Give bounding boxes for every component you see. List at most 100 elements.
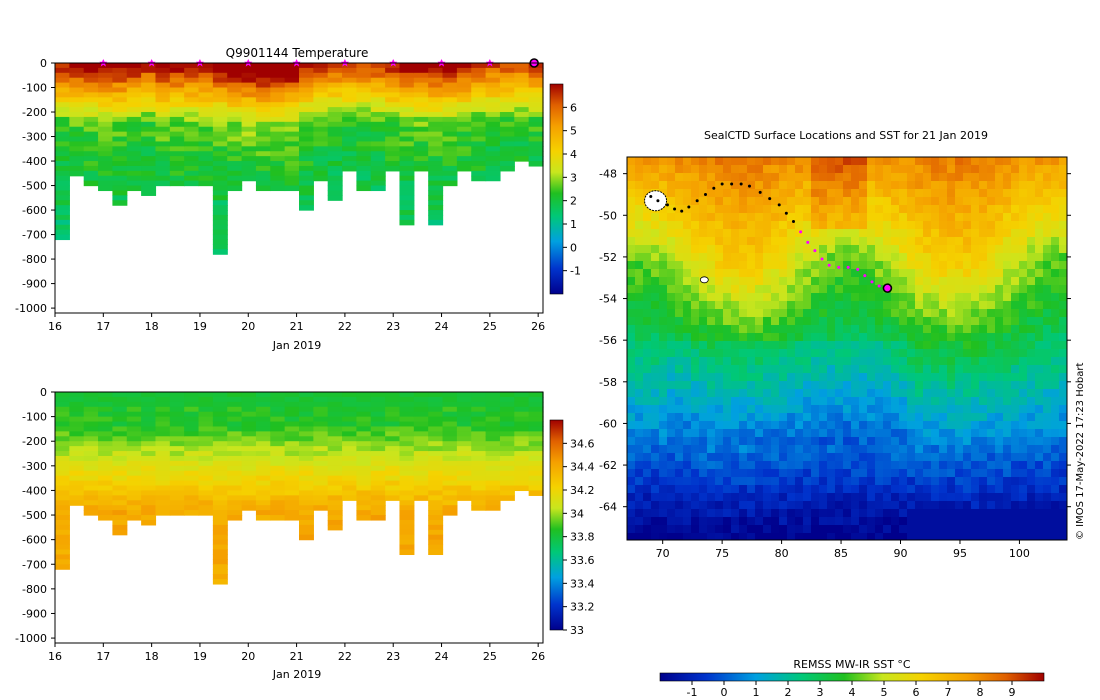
salinity-cell	[169, 460, 185, 467]
temperature-cell	[227, 92, 243, 98]
temperature-cell	[456, 82, 472, 89]
sst-cell	[859, 293, 868, 302]
sst-cell	[939, 237, 948, 246]
sst-cell	[707, 413, 716, 422]
temperature-cell	[342, 72, 358, 79]
temperature-cell	[313, 77, 329, 84]
salinity-cell	[241, 455, 257, 462]
sst-cell	[891, 333, 900, 342]
temperature-cell	[112, 116, 128, 123]
temperature-cell	[499, 112, 515, 118]
sst-cell	[1043, 429, 1052, 438]
salinity-cell	[284, 480, 300, 487]
temperature-cell	[155, 156, 171, 162]
sst-cell	[915, 317, 924, 326]
sst-cell	[699, 333, 708, 342]
sst-cell	[979, 381, 988, 390]
sst-cell	[1003, 229, 1012, 238]
sst-cell	[803, 469, 812, 478]
sst-cell	[923, 413, 932, 422]
salinity-cell	[428, 392, 444, 398]
salinity-cell	[499, 480, 515, 487]
sst-cell	[1003, 485, 1012, 494]
track-point	[739, 182, 743, 186]
sst-cell	[651, 413, 660, 422]
temperature-cell	[471, 121, 487, 128]
salinity-cell	[126, 396, 142, 403]
temperature-cell	[413, 77, 429, 84]
sst-cell	[795, 261, 804, 270]
sst-cell	[931, 445, 940, 454]
sst-cell	[635, 181, 644, 190]
sst-cell	[971, 325, 980, 334]
sst-cell	[891, 421, 900, 430]
sst-cell	[995, 317, 1004, 326]
salinity-cell	[514, 421, 530, 428]
temperature-cell	[141, 151, 157, 157]
sst-cell	[931, 213, 940, 222]
temperature-cell	[169, 67, 185, 74]
sst-cell	[835, 157, 844, 166]
salinity-cell	[370, 431, 386, 437]
sst-cell	[1051, 493, 1060, 502]
sst-cell	[643, 189, 652, 198]
temperature-cell	[442, 141, 458, 147]
sst-cell	[739, 277, 748, 286]
sst-cell	[643, 181, 652, 190]
sst-cell	[819, 333, 828, 342]
sst-cell	[835, 405, 844, 414]
temperature-cell	[155, 165, 171, 172]
sst-cell	[659, 229, 668, 238]
sst-cell	[795, 245, 804, 254]
sst-cell	[875, 405, 884, 414]
sst-cell	[691, 453, 700, 462]
temperature-cell	[112, 170, 128, 177]
sst-cell	[827, 285, 836, 294]
salinity-cell	[442, 485, 458, 492]
colorbar-tick-label: 3	[817, 686, 824, 699]
sst-cell	[747, 181, 756, 190]
temperature-cell	[299, 190, 314, 196]
sst-cell	[667, 365, 676, 374]
salinity-cell	[342, 451, 358, 457]
salinity-cell	[141, 515, 157, 521]
sst-cell	[1019, 357, 1028, 366]
sst-cell	[971, 245, 980, 254]
sst-cell	[787, 405, 796, 414]
sst-cell	[883, 405, 892, 414]
sst-cell	[787, 293, 796, 302]
sst-cell	[931, 309, 940, 318]
salinity-cell	[342, 426, 358, 432]
salinity-cell	[155, 505, 171, 511]
sst-cell	[707, 213, 716, 222]
sst-cell	[859, 517, 868, 526]
sst-cell	[899, 165, 908, 174]
sst-cell	[715, 405, 724, 414]
sst-cell	[955, 365, 964, 374]
sst-cell	[843, 277, 852, 286]
salinity-cell	[471, 505, 487, 511]
salinity-cell	[514, 416, 530, 423]
temperature-cell	[255, 116, 271, 123]
sst-cell	[651, 245, 660, 254]
sst-cell	[939, 205, 948, 214]
track-point	[695, 199, 699, 203]
salinity-cell	[98, 455, 114, 462]
sst-cell	[659, 453, 668, 462]
sst-cell	[915, 181, 924, 190]
temperature-cell	[299, 170, 314, 177]
sst-cell	[643, 173, 652, 182]
sst-cell	[635, 213, 644, 222]
salinity-cell	[227, 495, 243, 501]
sst-cell	[907, 165, 916, 174]
salinity-cell	[413, 431, 429, 437]
salinity-cell	[141, 406, 157, 413]
sst-cell	[963, 381, 972, 390]
temperature-cell	[255, 107, 271, 113]
salinity-cell	[169, 431, 185, 437]
sst-cell	[651, 173, 660, 182]
sst-cell	[947, 357, 956, 366]
sst-cell	[899, 525, 908, 534]
sst-cell	[987, 493, 996, 502]
salinity-cell	[198, 392, 214, 398]
